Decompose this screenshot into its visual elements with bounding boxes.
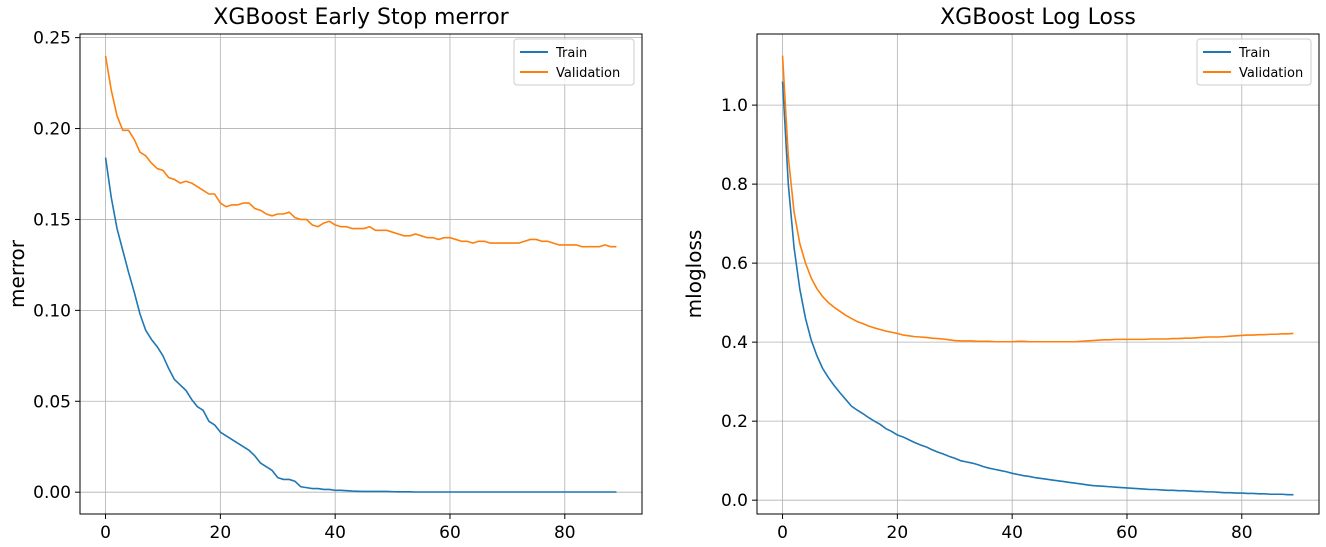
x-tick-label: 40 xyxy=(1001,523,1023,543)
chart-merror-xticks: 0 20 40 60 80 xyxy=(100,514,576,543)
chart-merror-lines xyxy=(104,55,617,493)
chart-logloss-title: XGBoost Log Loss xyxy=(940,5,1136,30)
x-tick-label: 40 xyxy=(324,523,346,543)
y-tick-label: 0.10 xyxy=(33,301,71,321)
chart-merror-title: XGBoost Early Stop merror xyxy=(213,5,509,30)
chart-logloss-lines xyxy=(781,55,1294,496)
y-tick-label: 0.0 xyxy=(721,491,748,511)
chart-logloss-ylabel: mlogloss xyxy=(682,230,706,319)
x-tick-label: 0 xyxy=(100,523,111,543)
x-tick-label: 20 xyxy=(210,523,232,543)
x-tick-label: 80 xyxy=(554,523,576,543)
chart-merror-legend: Train Validation xyxy=(513,38,635,86)
series-line-train xyxy=(781,81,1294,496)
x-tick-label: 0 xyxy=(777,523,788,543)
chart-merror-frame xyxy=(79,33,643,515)
series-line-validation xyxy=(781,55,1294,343)
y-tick-label: 1.0 xyxy=(721,96,748,116)
legend-validation-label: Validation xyxy=(556,66,620,81)
x-tick-label: 60 xyxy=(1116,523,1138,543)
legend-train-label: Train xyxy=(555,46,587,61)
y-tick-label: 0.2 xyxy=(721,412,748,432)
x-tick-label: 80 xyxy=(1231,523,1253,543)
legend-box xyxy=(513,38,635,86)
chart-logloss-grid xyxy=(757,34,1319,514)
chart-logloss-xticks: 0 20 40 60 80 xyxy=(777,514,1253,543)
y-tick-label: 0.25 xyxy=(33,29,71,49)
y-tick-label: 0.20 xyxy=(33,120,71,140)
series-line-validation xyxy=(104,55,617,248)
y-tick-label: 0.05 xyxy=(33,392,71,412)
chart-merror-yticks: 0.00 0.05 0.10 0.15 0.20 0.25 xyxy=(33,29,80,503)
chart-merror-grid xyxy=(80,34,642,514)
series-line-train xyxy=(104,157,617,493)
y-tick-label: 0.8 xyxy=(721,175,748,195)
legend-box xyxy=(1196,38,1312,86)
y-tick-label: 0.00 xyxy=(33,483,71,503)
chart-logloss-legend: Train Validation xyxy=(1196,38,1312,86)
x-tick-label: 20 xyxy=(887,523,909,543)
legend-validation-label: Validation xyxy=(1239,66,1303,81)
chart-logloss-frame xyxy=(756,33,1320,515)
y-tick-label: 0.15 xyxy=(33,210,71,230)
chart-merror: 0 20 40 60 80 0.00 0.05 0.10 0.15 0.20 0.25 XGBoo… xyxy=(5,5,643,543)
legend-train-label: Train xyxy=(1238,46,1270,61)
chart-logloss-yticks: 0.0 0.2 0.4 0.6 0.8 1.0 xyxy=(721,96,757,511)
y-tick-label: 0.6 xyxy=(721,254,748,274)
chart-merror-ylabel: merror xyxy=(5,239,29,308)
chart-logloss: 0 20 40 60 80 0.0 0.2 0.4 0.6 0.8 1.0 XGBoost Log… xyxy=(682,5,1320,543)
y-tick-label: 0.4 xyxy=(721,333,748,353)
x-tick-label: 60 xyxy=(439,523,461,543)
